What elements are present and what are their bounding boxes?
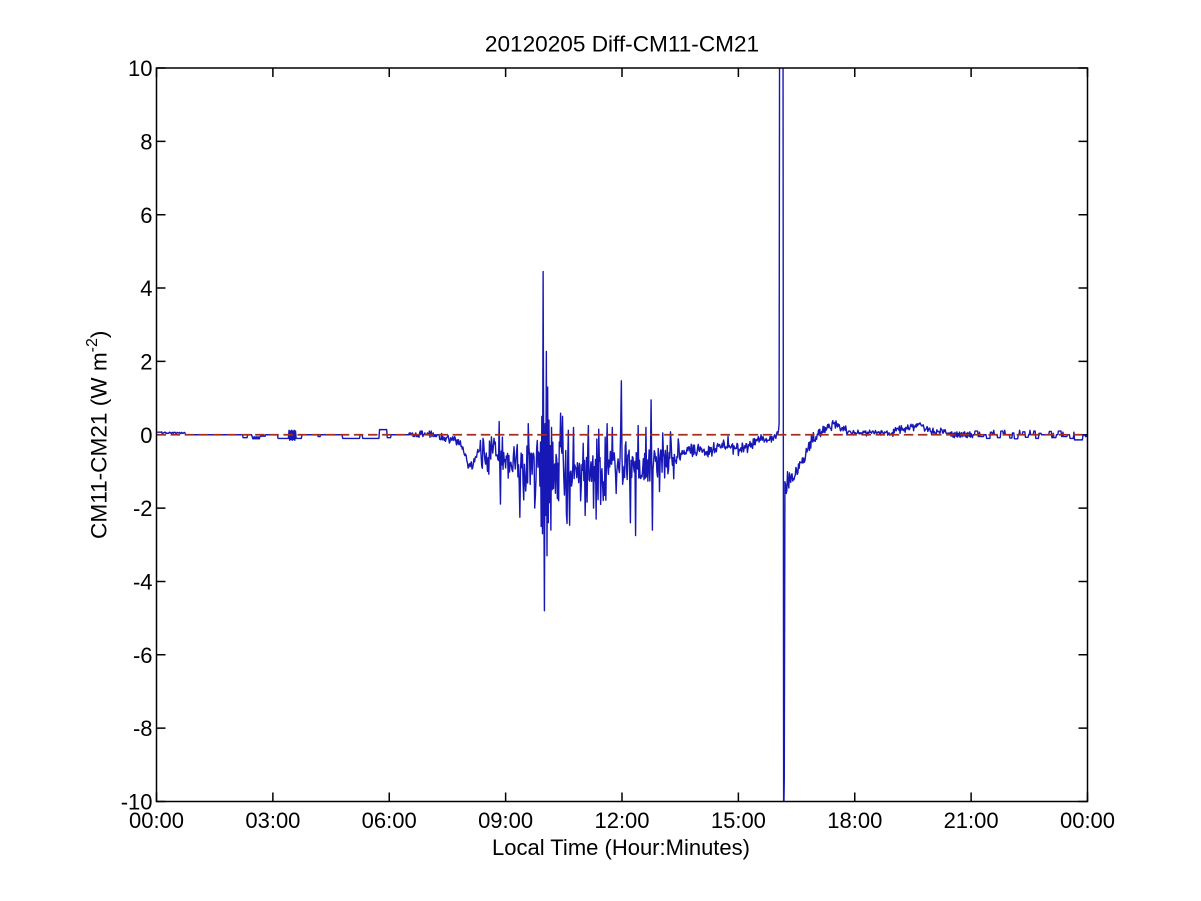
svg-text:-6: -6: [133, 643, 153, 668]
svg-text:09:00: 09:00: [478, 808, 533, 833]
svg-text:12:00: 12:00: [594, 808, 649, 833]
svg-text:21:00: 21:00: [944, 808, 999, 833]
svg-text:-10: -10: [121, 790, 153, 815]
svg-text:4: 4: [140, 276, 152, 301]
svg-text:8: 8: [140, 129, 152, 154]
svg-text:-2: -2: [133, 496, 153, 521]
svg-text:00:00: 00:00: [129, 808, 184, 833]
svg-text:-8: -8: [133, 716, 153, 741]
svg-text:15:00: 15:00: [711, 808, 766, 833]
svg-text:CM11-CM21 (W m-2): CM11-CM21 (W m-2): [84, 331, 112, 539]
svg-text:6: 6: [140, 203, 152, 228]
svg-text:-4: -4: [133, 570, 153, 595]
svg-text:00:00: 00:00: [1060, 808, 1115, 833]
svg-text:2: 2: [140, 350, 152, 375]
svg-text:10: 10: [128, 56, 152, 81]
svg-text:03:00: 03:00: [245, 808, 300, 833]
svg-text:06:00: 06:00: [362, 808, 417, 833]
svg-text:Local Time (Hour:Minutes): Local Time (Hour:Minutes): [492, 835, 750, 860]
svg-text:20120205 Diff-CM11-CM21: 20120205 Diff-CM11-CM21: [485, 32, 759, 57]
svg-text:18:00: 18:00: [827, 808, 882, 833]
svg-text:0: 0: [140, 423, 152, 448]
